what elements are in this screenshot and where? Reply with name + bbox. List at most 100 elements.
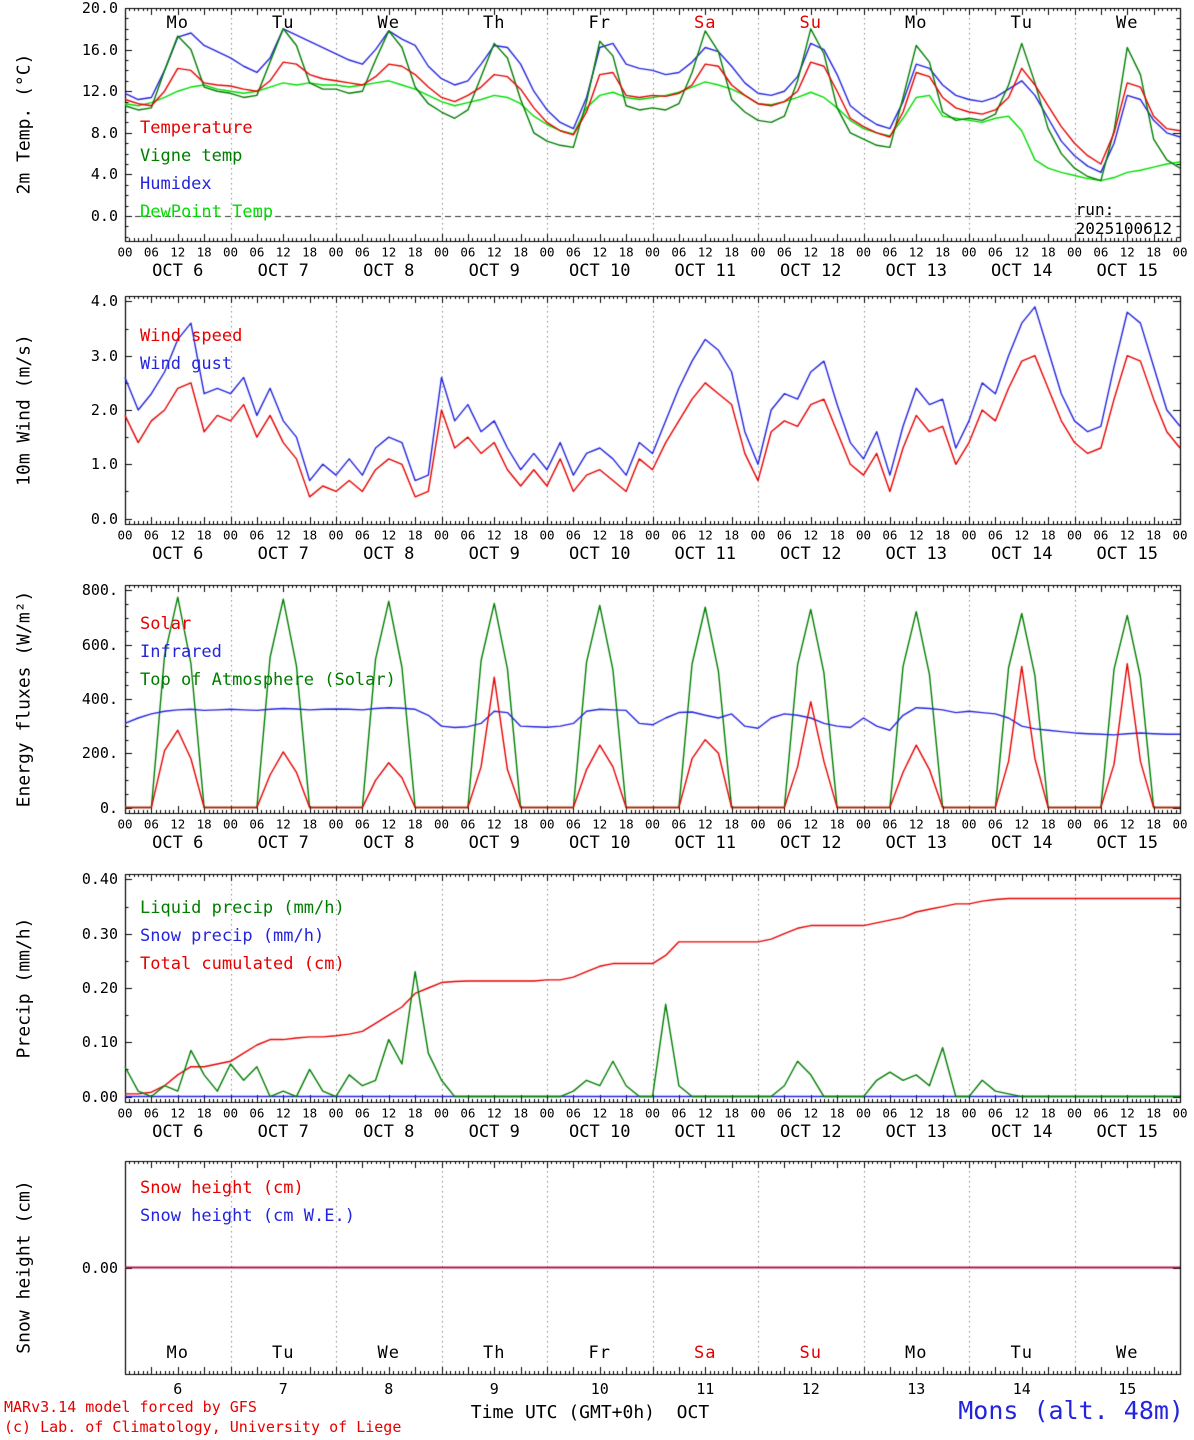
hour-tick-label: 18 <box>1146 816 1162 832</box>
date-label: OCT 13 <box>885 544 947 564</box>
date-label: OCT 8 <box>363 544 415 564</box>
hour-tick-label: 18 <box>513 1105 529 1121</box>
station-title: Mons (alt. 48m) <box>958 1396 1184 1425</box>
legend-snow-panel: Snow height (cm) Snow height (cm W.E.) <box>140 1174 355 1230</box>
hour-tick-label: 00 <box>1066 527 1083 543</box>
hour-tick-label: 00 <box>1172 816 1188 832</box>
hour-tick-label: 06 <box>460 527 476 543</box>
hour-tick-label: 18 <box>513 816 529 832</box>
hour-tick-label: 12 <box>275 244 291 260</box>
y-tick-label: 1.0 <box>90 455 118 474</box>
date-label: OCT 14 <box>991 833 1053 853</box>
hour-tick-label: 18 <box>618 816 634 832</box>
hour-tick-label: 12 <box>908 816 924 832</box>
day-name-label-top: Tu <box>272 13 295 33</box>
date-label: OCT 6 <box>152 544 204 564</box>
legend-snow-height-we: Snow height (cm W.E.) <box>140 1206 355 1226</box>
hour-tick-label: 12 <box>1014 1105 1030 1121</box>
hour-tick-label: 06 <box>776 1105 792 1121</box>
model-credit-line: MARv3.14 model forced by GFS <box>4 1398 257 1416</box>
date-label: OCT 8 <box>363 261 415 281</box>
hour-tick-label: 06 <box>1093 1105 1109 1121</box>
day-name-label-top: Tu <box>1010 13 1033 33</box>
hour-tick-label: 12 <box>908 527 924 543</box>
day-name-label-bottom: Th <box>483 1343 506 1363</box>
hour-tick-label: 18 <box>302 816 318 832</box>
hour-tick-label: 18 <box>1040 816 1056 832</box>
hour-tick-label: 00 <box>644 527 661 543</box>
hour-tick-label: 00 <box>961 1105 977 1121</box>
hour-tick-label: 18 <box>302 1105 318 1121</box>
hour-tick-label: 12 <box>592 1105 608 1121</box>
hour-tick-label: 06 <box>671 1105 687 1121</box>
y-tick-label: 0.40 <box>81 870 118 889</box>
hour-tick-label: 06 <box>460 1105 476 1121</box>
hour-tick-label: 12 <box>381 244 397 260</box>
hour-tick-label: 00 <box>433 816 450 832</box>
hour-tick-label: 18 <box>618 527 634 543</box>
date-label: OCT 6 <box>152 261 204 281</box>
hour-tick-label: 18 <box>1040 527 1056 543</box>
day-name-label-top: Fr <box>588 13 611 33</box>
legend-energy-panel: Solar Infrared Top of Atmosphere (Solar) <box>140 610 396 694</box>
hour-tick-label: 06 <box>249 1105 265 1121</box>
hour-tick-label: 06 <box>1093 527 1109 543</box>
hour-tick-label: 06 <box>987 527 1003 543</box>
hour-tick-label: 18 <box>513 244 529 260</box>
hour-tick-label: 06 <box>671 816 687 832</box>
legend-solar: Solar <box>140 614 192 634</box>
hour-tick-label: 18 <box>407 244 423 260</box>
hour-tick-label: 18 <box>829 244 845 260</box>
day-name-label-bottom: We <box>377 1343 400 1363</box>
day-name-label-top: Th <box>483 13 506 33</box>
legend-snow-precip: Snow precip (mm/h) <box>140 926 325 946</box>
hour-tick-label: 12 <box>1014 816 1030 832</box>
date-label: OCT 11 <box>674 544 736 564</box>
hour-tick-label: 18 <box>724 816 740 832</box>
hour-tick-label: 06 <box>882 527 898 543</box>
date-label: OCT 7 <box>257 1122 309 1142</box>
hour-tick-label: 00 <box>222 244 239 260</box>
day-name-label-top: Sa <box>694 13 717 33</box>
hour-tick-label: 00 <box>1172 527 1188 543</box>
day-number-label: 12 <box>801 1380 820 1398</box>
hour-tick-label: 06 <box>776 816 792 832</box>
hour-tick-label: 18 <box>196 244 212 260</box>
hour-tick-label: 18 <box>302 527 318 543</box>
hour-tick-label: 00 <box>328 527 344 543</box>
date-label: OCT 15 <box>1096 544 1158 564</box>
y-tick-label: 3.0 <box>90 346 118 365</box>
hour-tick-label: 06 <box>143 816 159 832</box>
hour-tick-label: 12 <box>592 816 608 832</box>
day-number-label: 11 <box>696 1380 715 1398</box>
date-label: OCT 6 <box>152 1122 204 1142</box>
hour-tick-label: 12 <box>275 1105 291 1121</box>
day-number-label: 14 <box>1012 1380 1031 1398</box>
date-label: OCT 9 <box>468 261 520 281</box>
date-label: OCT 9 <box>468 544 520 564</box>
hour-tick-label: 12 <box>803 1105 819 1121</box>
hour-tick-label: 06 <box>565 1105 581 1121</box>
hour-tick-label: 18 <box>1040 1105 1056 1121</box>
date-label: OCT 15 <box>1096 1122 1158 1142</box>
hour-tick-label: 00 <box>539 1105 555 1121</box>
day-name-label-bottom: Tu <box>272 1343 295 1363</box>
y-axis-title-wind: 10m Wind (m/s) <box>13 334 35 486</box>
date-label: OCT 7 <box>257 833 309 853</box>
day-number-label: 6 <box>173 1380 183 1398</box>
day-name-label-bottom: Mo <box>166 1343 189 1363</box>
date-label: OCT 14 <box>991 1122 1053 1142</box>
hour-tick-label: 06 <box>671 244 687 260</box>
hour-tick-label: 06 <box>249 244 265 260</box>
hour-tick-label: 00 <box>328 244 344 260</box>
hour-tick-label: 12 <box>486 244 502 260</box>
legend-snow-height: Snow height (cm) <box>140 1178 304 1198</box>
hour-tick-label: 18 <box>618 1105 634 1121</box>
y-tick-label: 16.0 <box>81 40 118 59</box>
day-number-label: 9 <box>489 1380 499 1398</box>
hour-tick-label: 00 <box>222 816 239 832</box>
hour-tick-label: 00 <box>644 244 661 260</box>
date-label: OCT 12 <box>780 833 842 853</box>
hour-tick-label: 00 <box>855 244 872 260</box>
